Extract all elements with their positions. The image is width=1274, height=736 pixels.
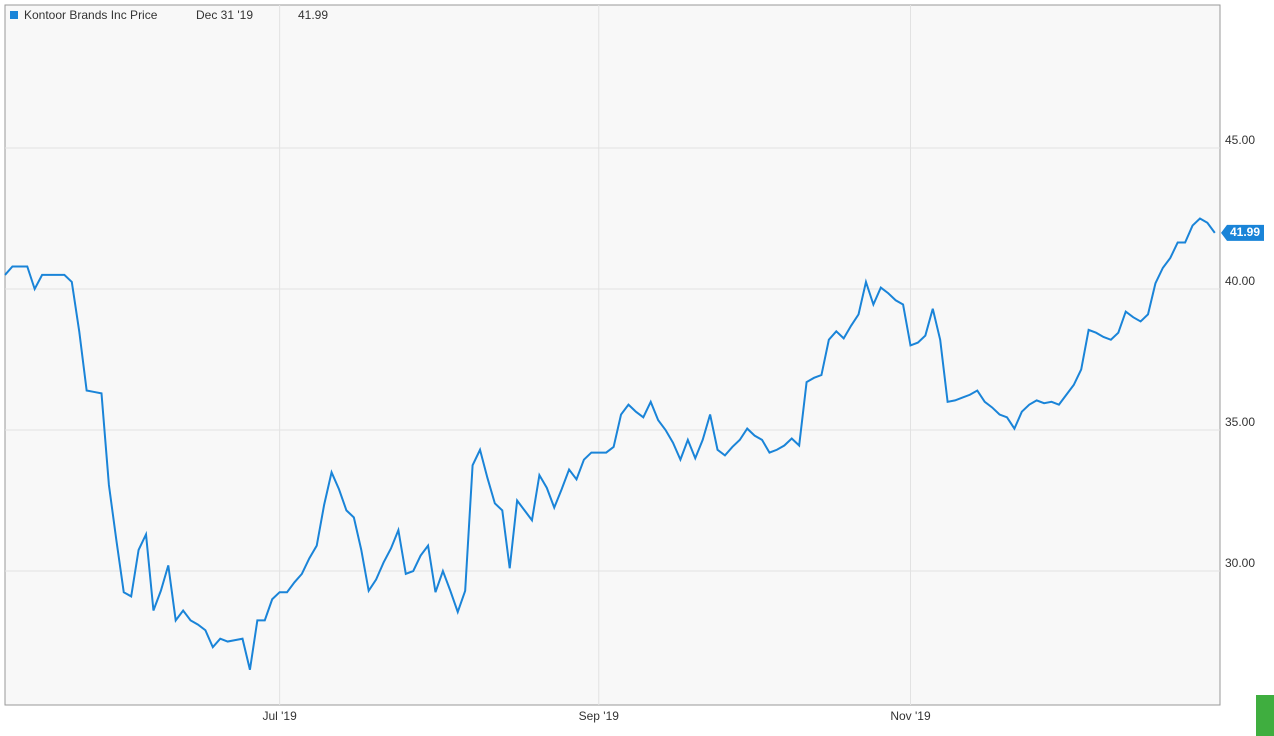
x-tick-label: Nov '19	[890, 709, 931, 723]
y-tick-label: 35.00	[1225, 415, 1255, 429]
legend-date: Dec 31 '19	[196, 8, 253, 22]
last-value-label: 41.99	[1230, 225, 1260, 239]
x-tick-label: Sep '19	[579, 709, 620, 723]
legend-name: Kontoor Brands Inc Price	[24, 8, 158, 22]
plot-area	[4, 4, 1221, 706]
y-tick-label: 40.00	[1225, 274, 1255, 288]
side-indicator	[1256, 695, 1274, 736]
price-line	[4, 217, 1216, 670]
y-tick-label: 30.00	[1225, 556, 1255, 570]
y-tick-label: 45.00	[1225, 133, 1255, 147]
x-tick-label: Jul '19	[262, 709, 297, 723]
last-value-badge	[1221, 224, 1264, 241]
legend-swatch	[10, 11, 18, 19]
legend-value: 41.99	[298, 8, 328, 22]
